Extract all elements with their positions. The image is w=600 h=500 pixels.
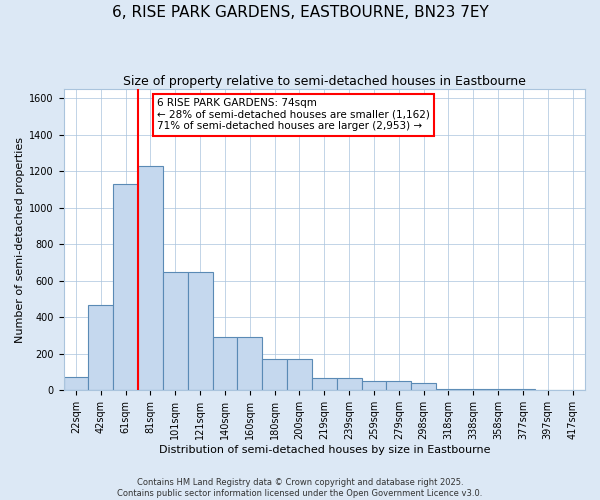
Bar xyxy=(113,184,138,390)
Bar xyxy=(461,388,485,390)
Bar xyxy=(337,378,362,390)
Bar xyxy=(436,388,461,390)
Bar xyxy=(312,378,337,390)
Bar xyxy=(287,360,312,390)
Bar xyxy=(262,360,287,390)
Text: 6 RISE PARK GARDENS: 74sqm
← 28% of semi-detached houses are smaller (1,162)
71%: 6 RISE PARK GARDENS: 74sqm ← 28% of semi… xyxy=(157,98,430,132)
Bar xyxy=(64,376,88,390)
Bar xyxy=(212,338,238,390)
Bar xyxy=(362,381,386,390)
Bar xyxy=(386,381,411,390)
Bar xyxy=(188,272,212,390)
Bar xyxy=(88,304,113,390)
X-axis label: Distribution of semi-detached houses by size in Eastbourne: Distribution of semi-detached houses by … xyxy=(158,445,490,455)
Text: Contains HM Land Registry data © Crown copyright and database right 2025.
Contai: Contains HM Land Registry data © Crown c… xyxy=(118,478,482,498)
Bar xyxy=(411,383,436,390)
Title: Size of property relative to semi-detached houses in Eastbourne: Size of property relative to semi-detach… xyxy=(123,75,526,88)
Y-axis label: Number of semi-detached properties: Number of semi-detached properties xyxy=(15,137,25,343)
Bar xyxy=(163,272,188,390)
Bar xyxy=(238,338,262,390)
Bar xyxy=(138,166,163,390)
Text: 6, RISE PARK GARDENS, EASTBOURNE, BN23 7EY: 6, RISE PARK GARDENS, EASTBOURNE, BN23 7… xyxy=(112,5,488,20)
